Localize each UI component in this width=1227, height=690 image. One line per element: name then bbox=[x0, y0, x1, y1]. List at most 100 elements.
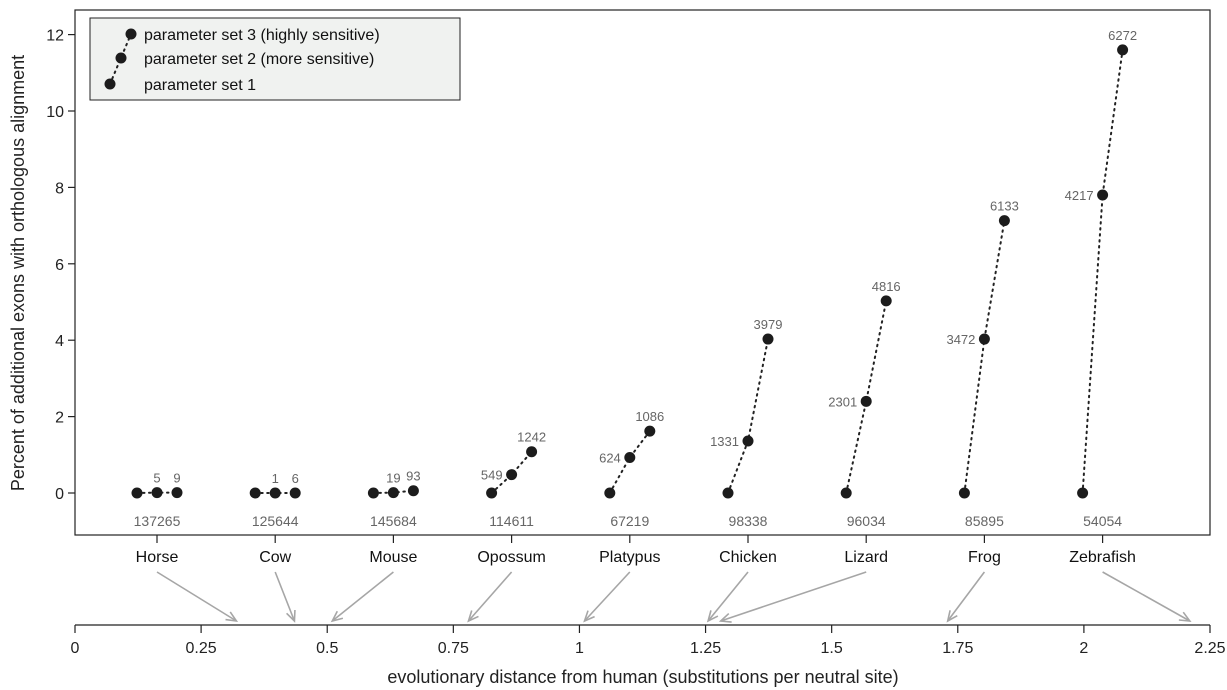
data-point bbox=[644, 425, 656, 437]
baseline-count: 145684 bbox=[370, 513, 417, 529]
data-label: 549 bbox=[481, 468, 503, 483]
species-label: Frog bbox=[968, 549, 1001, 566]
distance-arrow bbox=[720, 571, 867, 622]
species-label: Horse bbox=[136, 549, 179, 566]
data-point bbox=[840, 487, 852, 499]
data-point bbox=[958, 487, 970, 499]
series-connector bbox=[490, 450, 533, 494]
data-point bbox=[860, 395, 872, 407]
data-point bbox=[1097, 189, 1109, 201]
y-tick-label: 4 bbox=[55, 333, 64, 350]
data-label: 6272 bbox=[1108, 28, 1137, 43]
distance-arrow bbox=[707, 571, 749, 622]
legend-marker-set1 bbox=[104, 78, 116, 90]
data-label: 6133 bbox=[990, 199, 1019, 214]
baseline-count: 125644 bbox=[252, 513, 299, 529]
data-point bbox=[269, 487, 281, 499]
data-label: 9 bbox=[173, 471, 180, 486]
baseline-count: 96034 bbox=[847, 513, 886, 529]
species-labels: Horse Cow Mouse Opossum Platypus Chicken Lizar… bbox=[136, 535, 1136, 566]
series-connector bbox=[727, 338, 769, 494]
species-label: Cow bbox=[259, 549, 291, 566]
distance-tick-label: 1.75 bbox=[942, 640, 973, 657]
data-label: 1 bbox=[272, 471, 279, 486]
y-tick-label: 0 bbox=[55, 486, 64, 503]
data-label: 2301 bbox=[828, 394, 857, 409]
data-label: 93 bbox=[406, 469, 420, 484]
data-point bbox=[407, 485, 419, 497]
legend: parameter set 3 (highly sensitive) param… bbox=[89, 17, 461, 101]
y-axis: 0 2 4 6 8 10 12 bbox=[46, 28, 75, 503]
data-label: 1331 bbox=[710, 434, 739, 449]
species-label: Mouse bbox=[369, 549, 417, 566]
plot-frame bbox=[74, 9, 1211, 536]
data-point bbox=[289, 487, 301, 499]
series-connector bbox=[608, 430, 651, 494]
data-label: 6 bbox=[292, 471, 299, 486]
distance-arrow bbox=[274, 571, 296, 622]
data-point bbox=[624, 451, 636, 463]
species-label: Zebrafish bbox=[1069, 549, 1136, 566]
data-label: 4217 bbox=[1065, 188, 1094, 203]
distance-tick-label: 1 bbox=[575, 640, 584, 657]
distance-tick-label: 2 bbox=[1079, 640, 1088, 657]
data-label: 1086 bbox=[635, 409, 664, 424]
distance-arrowhead bbox=[583, 610, 595, 623]
data-point bbox=[526, 446, 538, 458]
data-point bbox=[762, 333, 774, 345]
species-label: Chicken bbox=[719, 549, 777, 566]
y-tick-label: 10 bbox=[46, 104, 64, 121]
y-tick-label: 2 bbox=[55, 410, 64, 427]
y-axis-title: Percent of additional exons with ortholo… bbox=[8, 55, 28, 491]
data-point bbox=[151, 487, 163, 499]
distance-arrow bbox=[156, 571, 237, 622]
series-connector bbox=[963, 219, 1006, 494]
y-tick-label: 8 bbox=[55, 180, 64, 197]
distance-arrowhead bbox=[286, 609, 296, 623]
data-point bbox=[249, 487, 261, 499]
legend-marker-set2 bbox=[115, 52, 127, 64]
data-point bbox=[506, 469, 518, 481]
legend-box bbox=[89, 17, 461, 101]
baseline-count: 85895 bbox=[965, 513, 1004, 529]
data-label: 624 bbox=[599, 450, 621, 465]
data-label: 19 bbox=[386, 471, 400, 486]
species-label: Opossum bbox=[477, 549, 545, 566]
distance-arrowhead bbox=[946, 610, 958, 623]
data-label: 4816 bbox=[872, 279, 901, 294]
distance-arrowhead bbox=[718, 612, 732, 623]
distance-arrowhead bbox=[706, 610, 719, 623]
data-point bbox=[742, 435, 754, 447]
data-point bbox=[486, 487, 498, 499]
baseline-count: 67219 bbox=[610, 513, 649, 529]
data-point bbox=[880, 295, 892, 307]
distance-tick-label: 1.5 bbox=[821, 640, 843, 657]
distance-arrow bbox=[331, 571, 394, 622]
data-label: 5 bbox=[153, 471, 160, 486]
legend-marker-set3 bbox=[125, 28, 137, 40]
data-points: 5 9 137265 1 6 125644 19 93 145684 549 1242 114611 6… bbox=[131, 28, 1137, 529]
baseline-count: 98338 bbox=[729, 513, 768, 529]
baseline-count: 54054 bbox=[1083, 513, 1122, 529]
baseline-count: 114611 bbox=[489, 513, 534, 529]
distance-arrow bbox=[947, 571, 986, 622]
species-label: Lizard bbox=[844, 549, 888, 566]
data-point bbox=[604, 487, 616, 499]
distance-tick-label: 0.25 bbox=[186, 640, 217, 657]
species-label: Platypus bbox=[599, 549, 660, 566]
y-tick-label: 12 bbox=[46, 28, 64, 45]
distance-arrowhead bbox=[225, 611, 239, 623]
data-point bbox=[978, 333, 990, 345]
legend-label-set2: parameter set 2 (more sensitive) bbox=[144, 51, 374, 68]
series-connector bbox=[845, 299, 888, 494]
distance-axis: 0 0.25 0.5 0.75 1 1.25 1.5 1.75 2 2.25 bbox=[71, 624, 1226, 657]
distance-arrowhead bbox=[1178, 611, 1192, 622]
data-label: 3472 bbox=[946, 332, 975, 347]
distance-arrows bbox=[156, 571, 1192, 623]
distance-arrow bbox=[467, 571, 513, 622]
series-connector bbox=[1081, 48, 1124, 494]
legend-label-set3: parameter set 3 (highly sensitive) bbox=[144, 27, 380, 44]
distance-tick-label: 0.75 bbox=[438, 640, 469, 657]
distance-tick-label: 0.5 bbox=[316, 640, 338, 657]
